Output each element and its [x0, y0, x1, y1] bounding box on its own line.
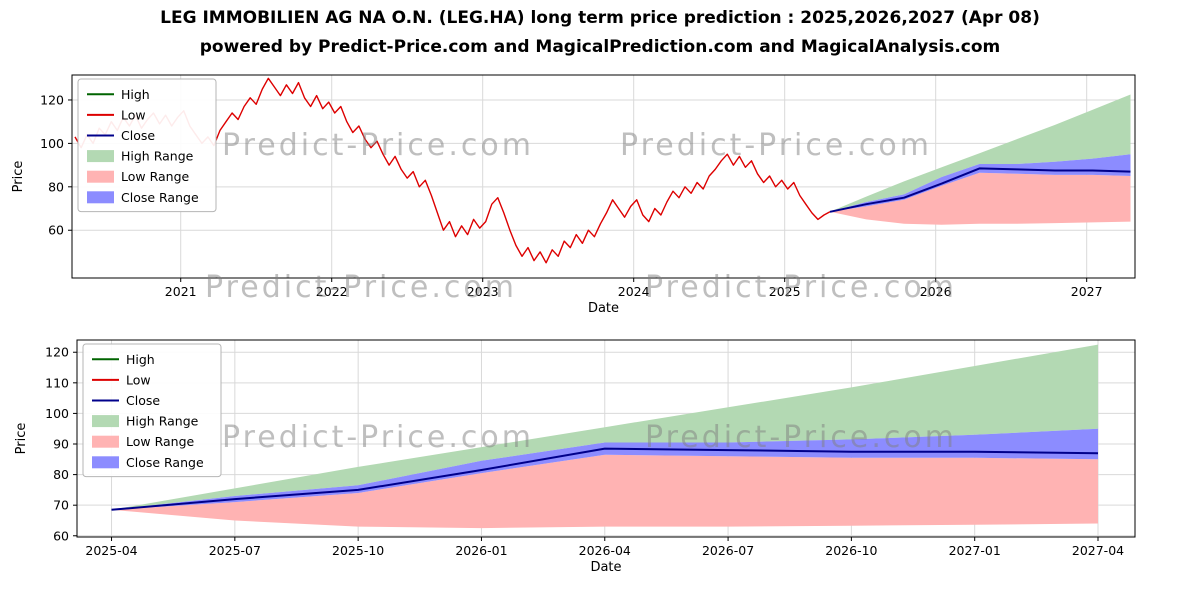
forecast-close-line [829, 167, 1131, 213]
legend-swatch-patch [92, 456, 119, 469]
legend-swatch-patch [87, 191, 114, 204]
y-tick-label: 120 [45, 345, 69, 360]
x-tick-label: 2026 [920, 284, 952, 299]
legend-label: Close [126, 393, 160, 408]
y-tick-label: 80 [48, 179, 64, 194]
y-tick-label: 60 [53, 528, 69, 543]
legend-swatch-patch [87, 170, 114, 183]
legend-swatch-patch [92, 435, 119, 448]
y-tick-label: 70 [53, 498, 69, 513]
y-tick-label: 80 [53, 467, 69, 482]
x-tick-label: 2024 [618, 284, 650, 299]
x-tick-label: 2026-10 [825, 543, 877, 558]
bottom-chart: 2025-04 2025-07 2025-10 2026-01 2026-04 2026-… [14, 339, 1136, 575]
x-tick-label: 2027 [1071, 284, 1103, 299]
y-tick-label: 100 [40, 136, 64, 151]
y-tick-label: 100 [45, 406, 69, 421]
x-tick-label: 2026-07 [702, 543, 754, 558]
legend-swatch-patch [87, 150, 114, 163]
low-range-area [830, 172, 1131, 225]
y-axis-label: Price [14, 423, 29, 455]
x-tick-label: 2027-01 [949, 543, 1001, 558]
low-range-area [111, 454, 1098, 529]
x-axis-label: Date [588, 301, 619, 316]
x-tick-label: 2023 [467, 284, 499, 299]
plot-border [76, 339, 1136, 538]
legend-label: High Range [126, 414, 199, 429]
legend-label: High Range [121, 149, 194, 164]
x-tick-label: 2026-04 [579, 543, 631, 558]
legend-label: High [121, 87, 150, 102]
y-axis-label: Price [11, 161, 26, 193]
legend-label: Low Range [126, 434, 195, 449]
y-tick-label: 90 [53, 437, 69, 452]
legend-label: Low [121, 107, 146, 122]
high-range-area [111, 344, 1098, 510]
y-tick-label: 110 [45, 375, 69, 390]
y-tick-label: 120 [40, 92, 64, 107]
x-tick-label: 2025-07 [209, 543, 261, 558]
x-axis-label: Date [590, 560, 621, 575]
legend-swatch-patch [92, 415, 119, 428]
forecast-close-line [111, 447, 1099, 511]
x-tick-label: 2025-10 [332, 543, 384, 558]
page-title: LEG IMMOBILIEN AG NA O.N. (LEG.HA) long … [160, 8, 1040, 28]
x-tick-label: 2025 [769, 284, 801, 299]
y-tick-label: 60 [48, 223, 64, 238]
x-tick-label: 2027-04 [1072, 543, 1124, 558]
page-subtitle: powered by Predict-Price.com and Magical… [199, 37, 1001, 57]
x-tick-label: 2026-01 [455, 543, 507, 558]
legend-label: Close [121, 128, 155, 143]
legend-label: Low Range [121, 169, 190, 184]
legend-label: High [126, 352, 155, 367]
top-chart: 2021 2022 2023 2024 2025 2026 2027 60 80 100 120 Da… [11, 74, 1136, 316]
plot-border [71, 74, 1136, 279]
x-tick-label: 2022 [316, 284, 348, 299]
high-range-area [830, 94, 1131, 212]
legend-label: Close Range [121, 190, 199, 205]
x-tick-label: 2021 [165, 284, 197, 299]
x-tick-label: 2025-04 [85, 543, 137, 558]
legend-label: Low [126, 372, 151, 387]
legend-label: Close Range [126, 455, 204, 470]
